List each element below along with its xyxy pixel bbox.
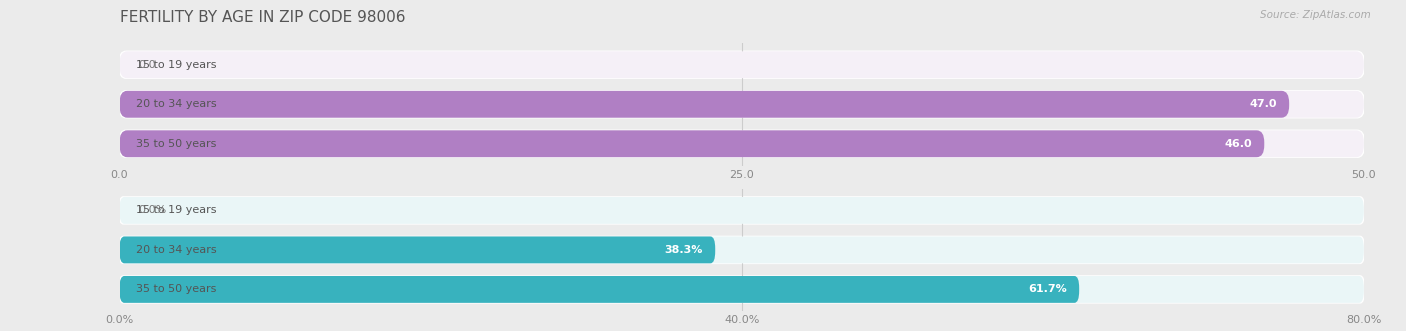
Text: 38.3%: 38.3% xyxy=(665,245,703,255)
FancyBboxPatch shape xyxy=(118,90,1365,118)
FancyBboxPatch shape xyxy=(120,130,1264,157)
FancyBboxPatch shape xyxy=(120,51,1364,78)
FancyBboxPatch shape xyxy=(120,236,716,263)
Text: 0.0%: 0.0% xyxy=(138,206,166,215)
Text: 46.0: 46.0 xyxy=(1225,139,1251,149)
FancyBboxPatch shape xyxy=(120,130,1364,157)
Text: Source: ZipAtlas.com: Source: ZipAtlas.com xyxy=(1260,10,1371,20)
FancyBboxPatch shape xyxy=(120,91,1364,118)
Text: 20 to 34 years: 20 to 34 years xyxy=(136,99,217,109)
Text: 61.7%: 61.7% xyxy=(1028,284,1067,294)
FancyBboxPatch shape xyxy=(118,129,1365,158)
Text: 20 to 34 years: 20 to 34 years xyxy=(136,245,217,255)
FancyBboxPatch shape xyxy=(118,51,1365,79)
FancyBboxPatch shape xyxy=(118,275,1365,304)
Text: 35 to 50 years: 35 to 50 years xyxy=(136,284,217,294)
FancyBboxPatch shape xyxy=(120,276,1080,303)
FancyBboxPatch shape xyxy=(120,276,1364,303)
FancyBboxPatch shape xyxy=(120,236,1364,263)
Text: 15 to 19 years: 15 to 19 years xyxy=(136,60,217,70)
Text: 35 to 50 years: 35 to 50 years xyxy=(136,139,217,149)
FancyBboxPatch shape xyxy=(118,196,1365,225)
FancyBboxPatch shape xyxy=(118,236,1365,264)
Text: 15 to 19 years: 15 to 19 years xyxy=(136,206,217,215)
FancyBboxPatch shape xyxy=(120,197,1364,224)
Text: FERTILITY BY AGE IN ZIP CODE 98006: FERTILITY BY AGE IN ZIP CODE 98006 xyxy=(120,10,405,25)
Text: 0.0: 0.0 xyxy=(138,60,156,70)
Text: 47.0: 47.0 xyxy=(1249,99,1277,109)
FancyBboxPatch shape xyxy=(120,91,1289,118)
